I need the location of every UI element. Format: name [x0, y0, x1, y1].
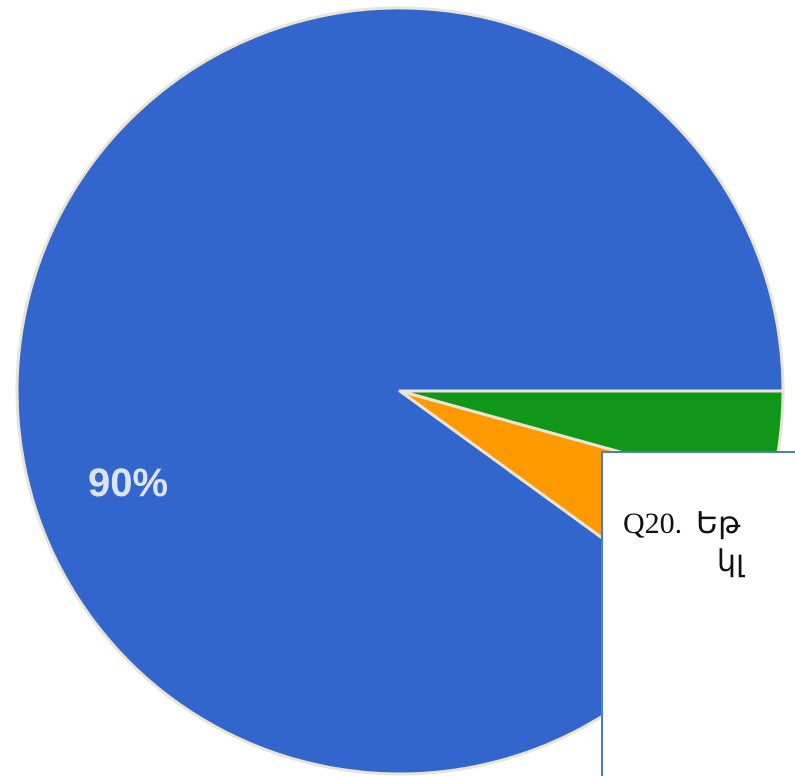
question-line1: Եթ [696, 507, 741, 540]
question-number: Q20. [623, 507, 683, 540]
question-line2: կլ [717, 545, 745, 578]
question-panel: Q20. Եթ կլ [601, 451, 795, 776]
question-text: Q20. Եթ կլ [623, 505, 795, 581]
slice-label-1: 90% [88, 461, 168, 505]
